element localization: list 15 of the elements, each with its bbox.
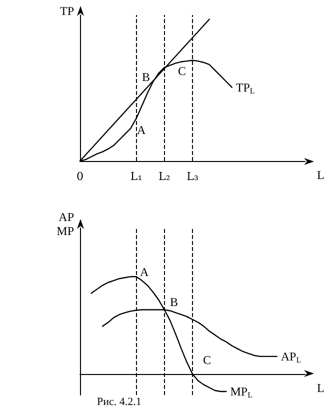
annotation: A <box>140 265 149 279</box>
x-tick-label: L₂ <box>158 170 170 183</box>
y-axis-title: TP <box>60 4 74 18</box>
annotation: C <box>178 64 186 78</box>
x-axis-title: L <box>317 380 324 395</box>
annotation: B <box>170 295 178 309</box>
x-tick-label: L₁ <box>130 170 142 183</box>
annotation: A <box>137 123 146 137</box>
x-axis-title: L <box>317 168 324 182</box>
y-axis-title: AP MP <box>56 210 74 238</box>
annotation: C <box>203 353 212 367</box>
annotation: B <box>142 70 150 84</box>
text: Рис. 4.2.1 <box>97 396 142 408</box>
x-tick-label: 0 <box>76 170 84 183</box>
x-tick-label: L₃ <box>186 170 198 183</box>
